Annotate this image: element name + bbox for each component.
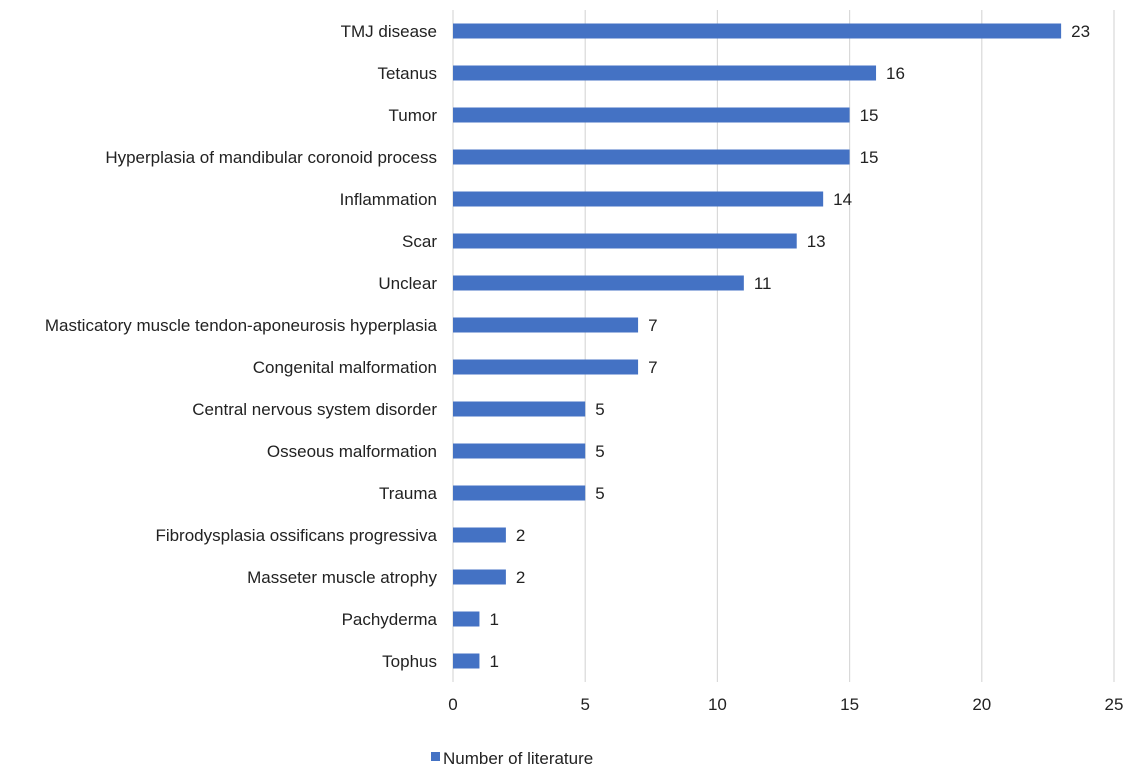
data-label: 5 xyxy=(595,400,604,419)
data-label: 2 xyxy=(516,526,525,545)
category-label: Masseter muscle atrophy xyxy=(247,568,437,587)
category-labels: TMJ disease Tetanus Tumor Hyperplasia of ma… xyxy=(45,22,438,671)
x-tick-label: 15 xyxy=(840,695,859,714)
x-tick-label: 5 xyxy=(580,695,589,714)
data-label: 15 xyxy=(860,106,879,125)
bar xyxy=(453,65,877,81)
data-label: 1 xyxy=(489,610,498,629)
bar xyxy=(453,317,639,333)
category-label: Masticatory muscle tendon-aponeurosis hy… xyxy=(45,316,438,335)
bar xyxy=(453,149,850,165)
legend-swatch xyxy=(431,752,440,761)
data-label: 2 xyxy=(516,568,525,587)
bar xyxy=(453,275,744,291)
category-label: Trauma xyxy=(379,484,437,503)
bar xyxy=(453,107,850,123)
bar xyxy=(453,359,639,375)
data-label: 15 xyxy=(860,148,879,167)
legend: Number of literature xyxy=(431,749,593,767)
data-label: 23 xyxy=(1071,22,1090,41)
category-label: Central nervous system disorder xyxy=(192,400,437,419)
bar xyxy=(453,443,586,459)
x-axis-tick-labels: 0 5 10 15 20 25 xyxy=(448,695,1123,714)
category-label: TMJ disease xyxy=(341,22,437,41)
data-label: 11 xyxy=(754,274,772,293)
bar xyxy=(453,233,797,249)
category-label: Tetanus xyxy=(377,64,437,83)
x-tick-label: 20 xyxy=(972,695,991,714)
bar xyxy=(453,653,480,669)
data-label: 5 xyxy=(595,484,604,503)
category-label: Unclear xyxy=(378,274,437,293)
category-label: Congenital malformation xyxy=(253,358,437,377)
category-label: Hyperplasia of mandibular coronoid proce… xyxy=(105,148,437,167)
data-label: 14 xyxy=(833,190,852,209)
x-tick-label: 0 xyxy=(448,695,457,714)
data-label: 13 xyxy=(807,232,826,251)
bar xyxy=(453,611,480,627)
data-label: 7 xyxy=(648,358,657,377)
data-label: 1 xyxy=(489,652,498,671)
bar xyxy=(453,527,506,543)
bar xyxy=(453,485,586,501)
bar xyxy=(453,401,586,417)
category-label: Tumor xyxy=(389,106,438,125)
data-label: 7 xyxy=(648,316,657,335)
x-tick-label: 25 xyxy=(1105,695,1124,714)
bars xyxy=(453,23,1062,669)
category-label: Pachyderma xyxy=(342,610,438,629)
bar xyxy=(453,191,824,207)
legend-label: Number of literature xyxy=(443,749,593,767)
category-label: Scar xyxy=(402,232,437,251)
category-label: Osseous malformation xyxy=(267,442,437,461)
x-tick-label: 10 xyxy=(708,695,727,714)
category-label: Inflammation xyxy=(340,190,437,209)
category-label: Tophus xyxy=(382,652,437,671)
bar xyxy=(453,569,506,585)
data-label: 16 xyxy=(886,64,905,83)
category-label: Fibrodysplasia ossificans progressiva xyxy=(155,526,437,545)
data-label: 5 xyxy=(595,442,604,461)
bar xyxy=(453,23,1062,39)
